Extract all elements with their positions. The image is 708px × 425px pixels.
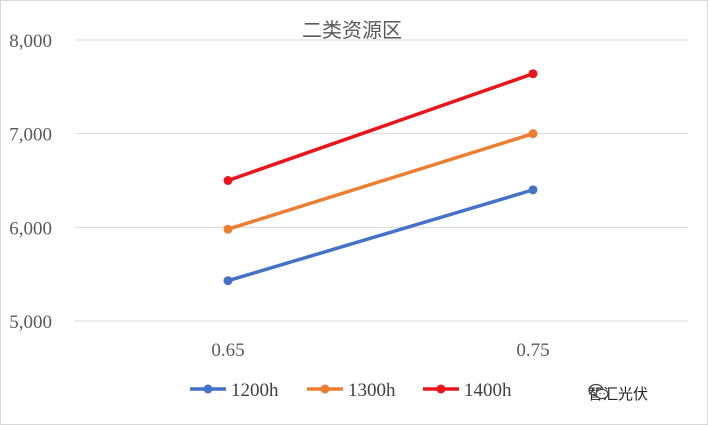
- series-lines: [223, 69, 538, 286]
- data-point: [223, 176, 233, 185]
- x-tick-label: 0.75: [516, 340, 549, 361]
- data-point: [528, 129, 538, 139]
- y-tick-label: 7,000: [9, 125, 52, 146]
- legend-marker: [320, 384, 330, 394]
- legend-label: 1300h: [348, 380, 396, 401]
- legend-label: 1200h: [231, 380, 279, 401]
- series-line: [226, 71, 535, 183]
- legend-marker: [203, 384, 213, 394]
- data-point: [528, 69, 538, 79]
- data-point: [528, 185, 538, 195]
- legend-marker: [436, 384, 446, 394]
- x-tick-label: 0.65: [211, 340, 244, 361]
- series-line: [226, 131, 535, 231]
- y-axis-ticks: 5,000 6,000 7,000 8,000: [9, 31, 52, 333]
- wechat-icon: [588, 383, 609, 400]
- y-tick-label: 8,000: [9, 31, 52, 52]
- series-line: [226, 188, 535, 283]
- x-axis-ticks: 0.65 0.75: [211, 340, 549, 361]
- y-tick-label: 6,000: [9, 218, 52, 239]
- gridlines: [75, 39, 688, 322]
- watermark: 智汇光伏: [588, 383, 648, 404]
- data-point: [223, 224, 233, 234]
- chart-title: 二类资源区: [302, 18, 402, 42]
- y-tick-label: 5,000: [9, 312, 52, 333]
- legend-label: 1400h: [464, 380, 512, 401]
- legend: 1200h 1300h 1400h: [190, 380, 512, 401]
- data-point: [223, 276, 233, 286]
